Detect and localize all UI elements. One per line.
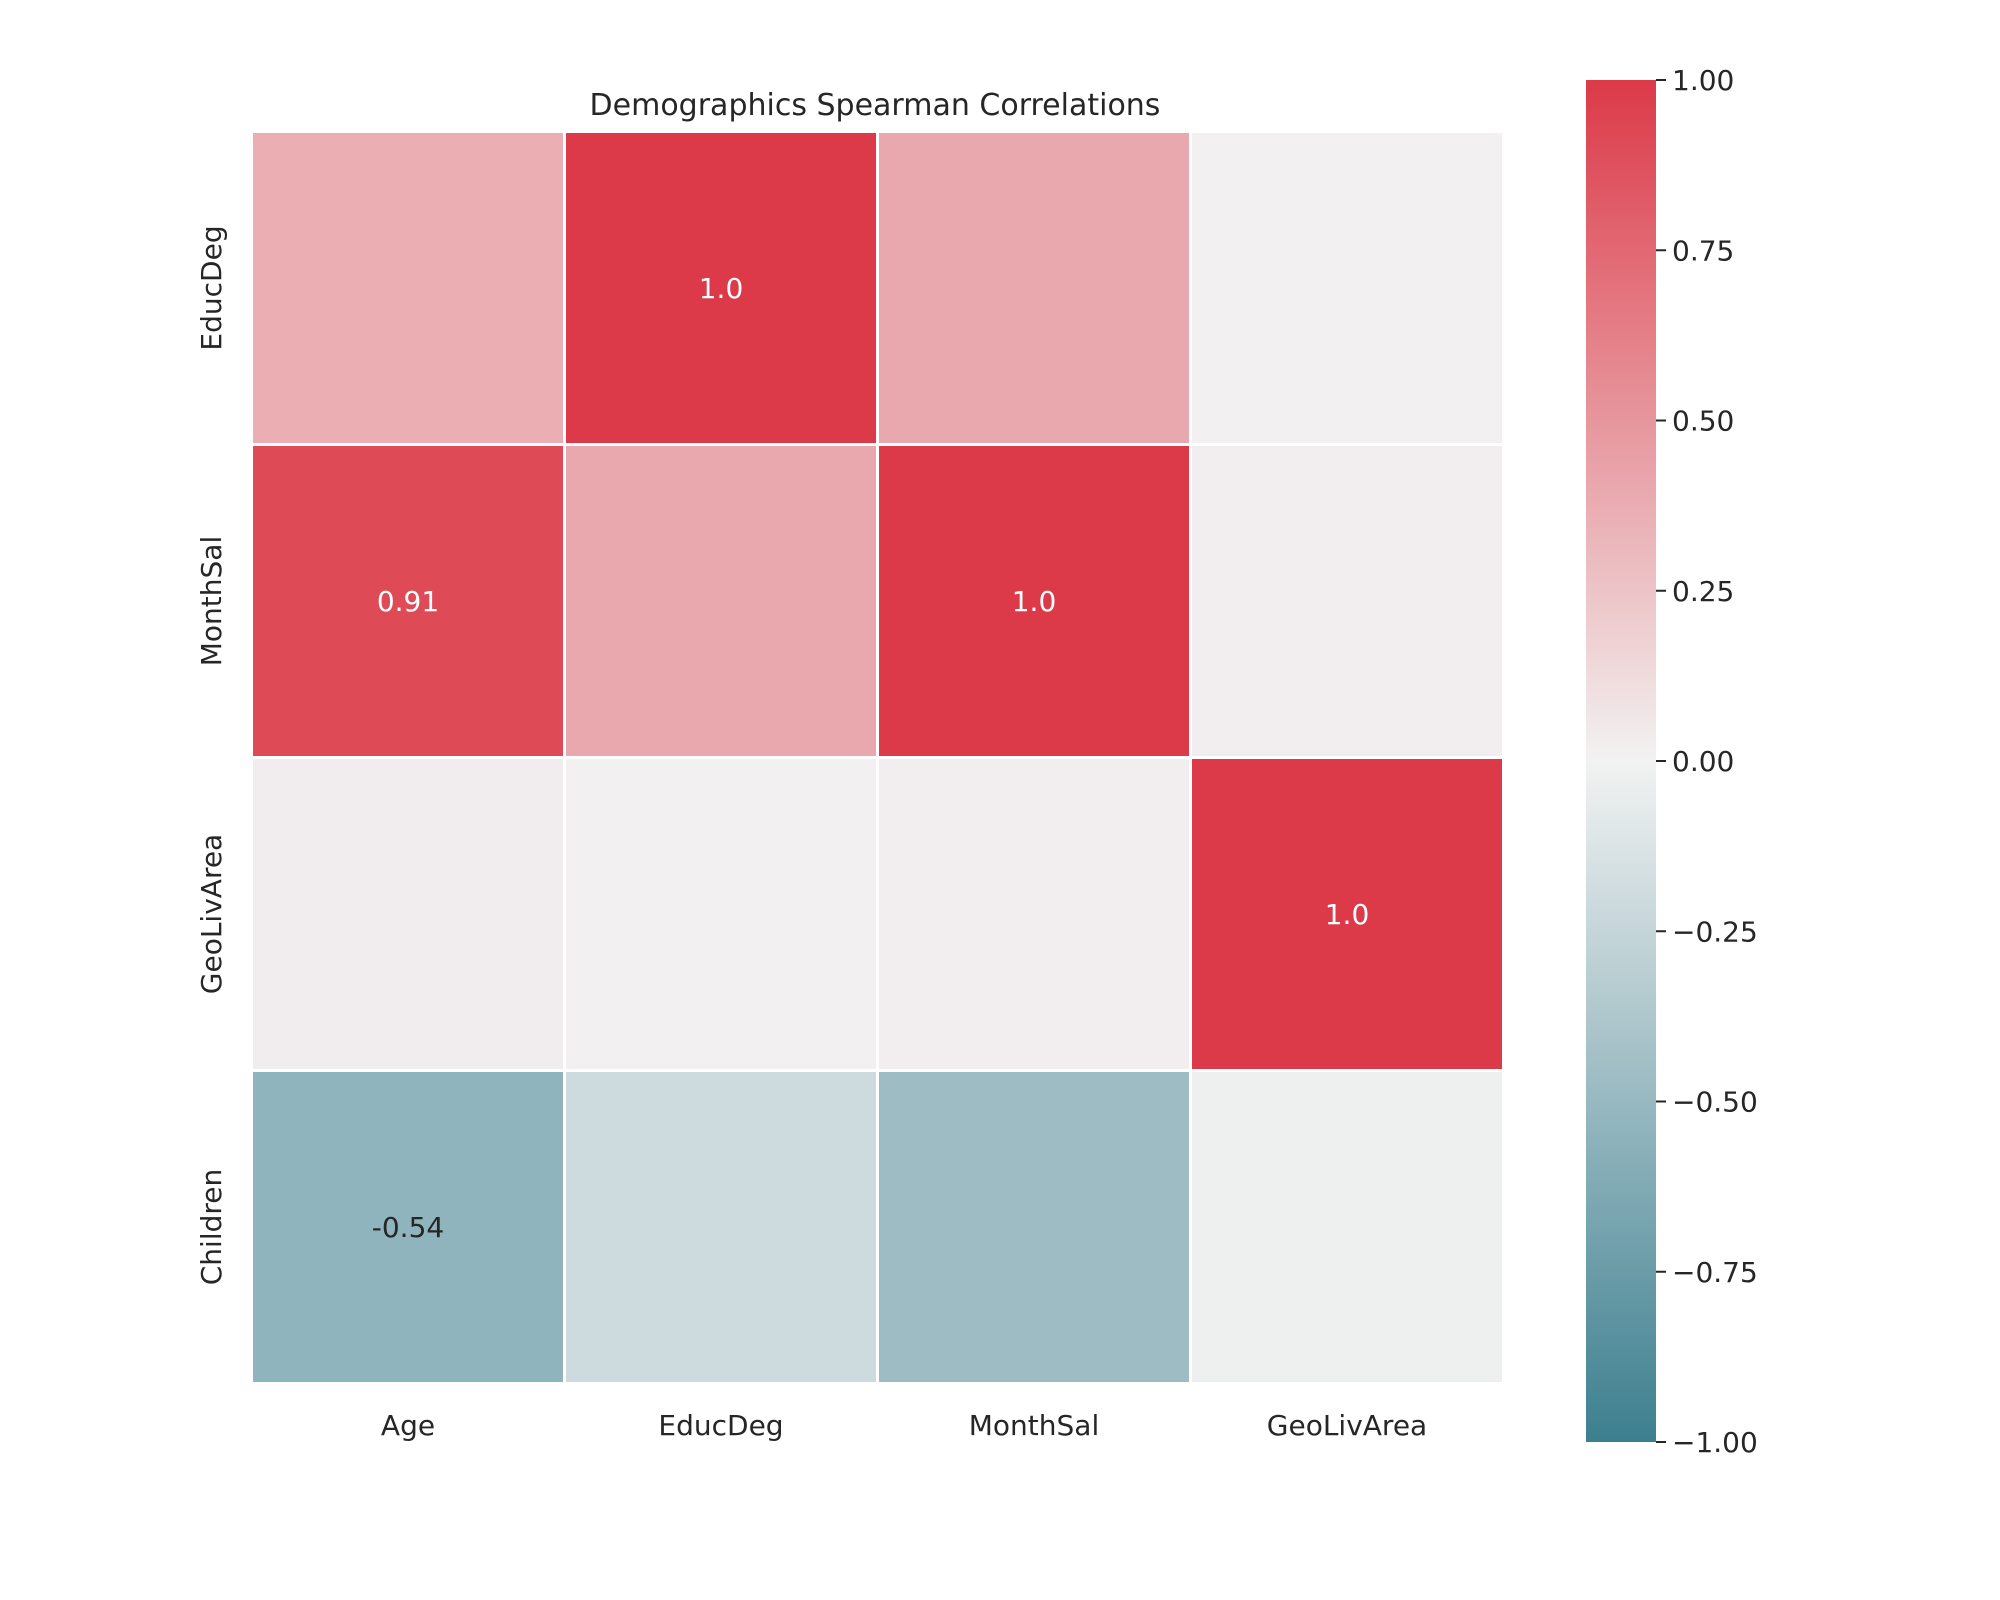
heatmap-annotations: 1.0 0.91 1.0 1.0 -0.54 bbox=[372, 272, 1369, 1244]
heatmap-annotation-3-0: -0.54 bbox=[372, 1211, 444, 1244]
heatmap-cell-1-0 bbox=[253, 446, 563, 756]
heatmap-cell-3-1 bbox=[566, 1072, 876, 1382]
colorbar-tick-label-0: 1.00 bbox=[1672, 64, 1734, 97]
heatmap-cell-2-3 bbox=[1192, 759, 1502, 1069]
x-axis-tick-labels: Age EducDeg MonthSal GeoLivArea bbox=[381, 1409, 1427, 1442]
colorbar-tick-label-1: 0.75 bbox=[1672, 234, 1734, 267]
heatmap-cell-1-1 bbox=[566, 446, 876, 756]
x-tick-label-1: EducDeg bbox=[658, 1409, 783, 1442]
heatmap-annotation-1-0: 0.91 bbox=[377, 585, 439, 618]
colorbar: 1.00 0.75 0.50 0.25 0.00 −0.25 −0.50 −0.75 −1.00 bbox=[1586, 64, 1758, 1459]
colorbar-tick-label-4: 0.00 bbox=[1672, 745, 1734, 778]
heatmap-cell-1-3 bbox=[1192, 446, 1502, 756]
heatmap-annotation-2-3: 1.0 bbox=[1325, 898, 1370, 931]
colorbar-tick-label-3: 0.25 bbox=[1672, 575, 1734, 608]
heatmap-cell-2-0 bbox=[253, 759, 563, 1069]
colorbar-tick-label-5: −0.25 bbox=[1672, 915, 1758, 948]
x-tick-label-3: GeoLivArea bbox=[1267, 1409, 1427, 1442]
y-tick-label-0: EducDeg bbox=[195, 225, 228, 350]
y-tick-label-3: Children bbox=[195, 1169, 228, 1286]
heatmap-cell-1-2 bbox=[879, 446, 1189, 756]
heatmap-cell-3-2 bbox=[879, 1072, 1189, 1382]
x-tick-label-0: Age bbox=[381, 1409, 435, 1442]
heatmap-annotation-0-1: 1.0 bbox=[699, 272, 744, 305]
heatmap-cell-3-3 bbox=[1192, 1072, 1502, 1382]
x-tick-label-2: MonthSal bbox=[969, 1409, 1099, 1442]
colorbar-tick-label-2: 0.50 bbox=[1672, 405, 1734, 438]
heatmap-cells bbox=[253, 133, 1502, 1382]
chart-title: Demographics Spearman Correlations bbox=[590, 88, 1161, 123]
heatmap-cell-0-1 bbox=[566, 133, 876, 443]
heatmap-cell-0-0 bbox=[253, 133, 563, 443]
heatmap-annotation-1-2: 1.0 bbox=[1012, 585, 1057, 618]
heatmap-cell-2-1 bbox=[566, 759, 876, 1069]
colorbar-gradient bbox=[1586, 80, 1656, 1442]
y-tick-label-1: MonthSal bbox=[195, 536, 228, 666]
colorbar-tick-label-6: −0.50 bbox=[1672, 1086, 1758, 1119]
heatmap-cell-0-2 bbox=[879, 133, 1189, 443]
colorbar-tick-label-7: −0.75 bbox=[1672, 1256, 1758, 1289]
heatmap-cell-2-2 bbox=[879, 759, 1189, 1069]
colorbar-tick-label-8: −1.00 bbox=[1672, 1426, 1758, 1459]
heatmap-cell-3-0 bbox=[253, 1072, 563, 1382]
y-tick-label-2: GeoLivArea bbox=[195, 834, 228, 994]
heatmap-cell-0-3 bbox=[1192, 133, 1502, 443]
y-axis-tick-labels: EducDeg MonthSal GeoLivArea Children bbox=[195, 225, 228, 1285]
